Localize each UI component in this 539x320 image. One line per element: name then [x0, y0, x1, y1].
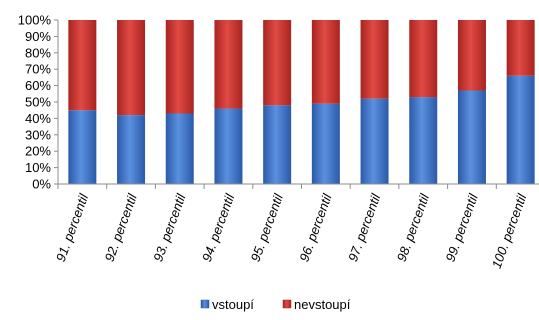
- y-tick-label: 100%: [18, 13, 52, 28]
- x-category-label: 99. percentil: [442, 191, 481, 264]
- y-tick-label: 10%: [25, 160, 51, 175]
- x-category-label: 93. percentil: [150, 191, 189, 264]
- bar-segment-nevstoupi: [311, 20, 340, 104]
- bar-segment-nevstoupi: [68, 20, 97, 111]
- legend-label-vstoupi: vstoupí: [212, 297, 254, 312]
- bar-segment-nevstoupi: [360, 20, 389, 99]
- bar-segment-vstoupi: [311, 103, 340, 184]
- x-category-label: 91. percentil: [53, 191, 92, 264]
- x-axis: 91. percentil 92. percentil 93. percentil 9…: [53, 183, 539, 271]
- legend: vstoupí nevstoupí: [200, 297, 351, 312]
- y-tick-label: 70%: [25, 62, 51, 77]
- bar-segment-nevstoupi: [117, 20, 146, 116]
- bar-segment-vstoupi: [117, 115, 146, 184]
- bar-segment-vstoupi: [68, 110, 97, 184]
- bar-segment-nevstoupi: [214, 20, 243, 109]
- y-tick-label: 90%: [25, 29, 51, 44]
- legend-swatch-vstoupi: [200, 299, 210, 309]
- bar-segment-vstoupi: [457, 90, 486, 184]
- bar-segment-nevstoupi: [506, 20, 535, 76]
- bar-segment-vstoupi: [409, 97, 438, 184]
- x-category-label: 96. percentil: [296, 191, 335, 264]
- y-tick-label: 50%: [25, 95, 51, 110]
- x-category-label: 100. percentil: [489, 191, 530, 271]
- y-tick-label: 80%: [25, 45, 51, 60]
- x-category-label: 92. percentil: [102, 191, 141, 264]
- bar-segment-vstoupi: [506, 75, 535, 184]
- bar-segment-vstoupi: [165, 113, 194, 184]
- legend-swatch-nevstoupi: [282, 299, 292, 309]
- x-category-label: 94. percentil: [199, 191, 238, 264]
- x-category-label: 97. percentil: [345, 191, 384, 264]
- y-tick-label: 60%: [25, 78, 51, 93]
- bar-segment-nevstoupi: [457, 20, 486, 91]
- bars: [68, 20, 535, 184]
- bar-segment-nevstoupi: [409, 20, 438, 98]
- y-tick-label: 30%: [25, 127, 51, 142]
- y-tick-label: 40%: [25, 111, 51, 126]
- y-tick-label: 20%: [25, 144, 51, 159]
- bar-segment-vstoupi: [360, 98, 389, 184]
- x-category-label: 95. percentil: [248, 191, 287, 264]
- bar-segment-vstoupi: [214, 108, 243, 184]
- bar-segment-nevstoupi: [263, 20, 292, 106]
- y-axis: 0% 10%20% 30%40%50% 60%70% 80%90%100%: [18, 13, 59, 192]
- bar-segment-vstoupi: [263, 105, 292, 184]
- legend-label-nevstoupi: nevstoupí: [294, 297, 351, 312]
- bar-segment-nevstoupi: [165, 20, 194, 114]
- y-tick-label: 0%: [32, 177, 51, 192]
- x-category-label: 98. percentil: [394, 191, 433, 264]
